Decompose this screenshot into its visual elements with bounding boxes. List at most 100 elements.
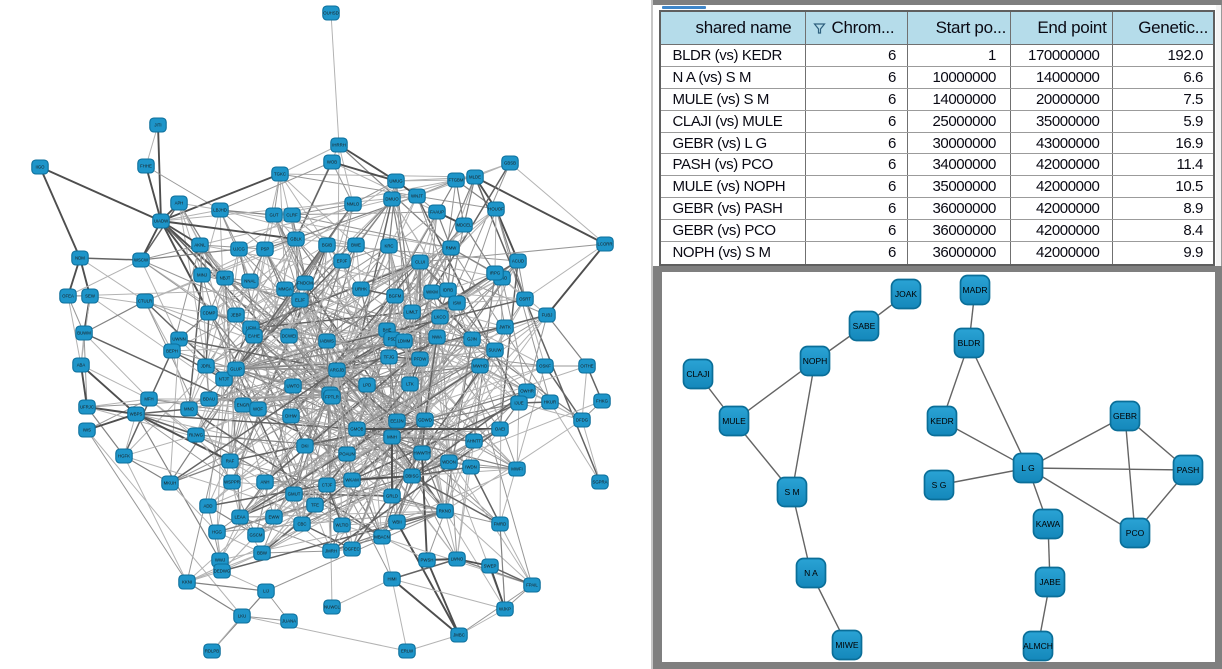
svg-text:NWA: NWA <box>432 335 442 340</box>
svg-text:HGFK: HGFK <box>118 454 130 459</box>
svg-text:SUUW: SUUW <box>488 348 502 353</box>
svg-text:IHRRH: IHRRH <box>332 143 346 148</box>
svg-text:IWS: IWS <box>83 428 91 433</box>
svg-text:WBPS: WBPS <box>130 412 143 417</box>
svg-text:LIMLT: LIMLT <box>406 310 418 315</box>
svg-text:DIHW: DIHW <box>285 414 297 419</box>
svg-text:WJKP: WJKP <box>499 607 511 612</box>
svg-text:EPJF: EPJF <box>337 259 348 264</box>
svg-text:ERLW: ERLW <box>401 649 414 654</box>
svg-text:JDRL: JDRL <box>201 364 212 369</box>
svg-text:CTJF: CTJF <box>322 483 333 488</box>
svg-text:ARGJB: ARGJB <box>330 368 344 373</box>
svg-text:RIJWG: RIJWG <box>189 433 204 438</box>
svg-text:KEDR: KEDR <box>930 416 954 426</box>
svg-text:WSPPR: WSPPR <box>224 480 240 485</box>
svg-text:DMUO: DMUO <box>385 197 399 202</box>
svg-text:LKCO: LKCO <box>434 315 446 320</box>
svg-text:LWNO: LWNO <box>451 557 464 562</box>
svg-text:HGG: HGG <box>212 530 222 535</box>
svg-text:MADR: MADR <box>962 285 987 295</box>
svg-text:FPTLR: FPTLR <box>325 395 339 400</box>
svg-text:NMLO: NMLO <box>347 202 360 207</box>
svg-text:BGIB: BGIB <box>322 243 332 248</box>
svg-text:UWTO: UWTO <box>286 384 300 389</box>
svg-text:HIMI: HIMI <box>387 577 396 582</box>
svg-text:GEBR: GEBR <box>1113 411 1137 421</box>
svg-text:MWHO: MWHO <box>473 364 488 369</box>
svg-text:LCORR: LCORR <box>597 242 612 247</box>
svg-text:ALMCH: ALMCH <box>1023 641 1053 651</box>
svg-text:POAUN: POAUN <box>339 452 354 457</box>
svg-text:WNJT: WNJT <box>411 194 423 199</box>
svg-text:UFRJC: UFRJC <box>80 405 94 410</box>
svg-text:DKI: DKI <box>301 444 308 449</box>
svg-text:AKNL: AKNL <box>194 243 206 248</box>
svg-text:BBW: BBW <box>257 551 268 556</box>
svg-text:GMUT: GMUT <box>288 492 301 497</box>
svg-text:JOAK: JOAK <box>895 289 918 299</box>
svg-text:OSKF: OSKF <box>539 364 551 369</box>
svg-text:IDRB: IDRB <box>443 288 453 293</box>
svg-text:MINJ: MINJ <box>197 273 207 278</box>
svg-text:HOUOF: HOUOF <box>488 207 504 212</box>
svg-text:ENGR: ENGR <box>237 403 249 408</box>
svg-text:CLRF: CLRF <box>286 213 298 218</box>
svg-text:OITHE: OITHE <box>580 364 593 369</box>
svg-text:WSCW: WSCW <box>134 258 149 263</box>
svg-text:MWFI: MWFI <box>511 467 522 472</box>
svg-text:URHK: URHK <box>355 287 367 292</box>
svg-text:LPD: LPD <box>363 383 371 388</box>
svg-text:MLDE: MLDE <box>469 175 481 180</box>
svg-text:IWDN: IWDN <box>465 465 476 470</box>
svg-text:LEAA: LEAA <box>235 515 246 520</box>
svg-text:JWTK: JWTK <box>499 325 511 330</box>
svg-text:DCWEI: DCWEI <box>282 334 296 339</box>
svg-text:ISW: ISW <box>453 301 462 306</box>
svg-text:SEW: SEW <box>85 294 96 299</box>
svg-text:S G: S G <box>932 480 947 490</box>
svg-text:NUWCL: NUWCL <box>324 605 340 610</box>
svg-text:S M: S M <box>784 487 799 497</box>
svg-text:IIGO: IIGO <box>35 165 45 170</box>
svg-text:WKAM: WKAM <box>345 478 359 483</box>
svg-text:OUHSD: OUHSD <box>323 11 339 16</box>
svg-text:RKNO: RKNO <box>439 509 452 514</box>
svg-text:FPAIL: FPAIL <box>526 583 538 588</box>
svg-text:FHKG: FHKG <box>596 399 609 404</box>
svg-text:RMW: RMW <box>446 246 458 251</box>
svg-text:WOB: WOB <box>327 160 337 165</box>
svg-text:NDM: NDM <box>75 256 85 261</box>
svg-text:FAAUP: FAAUP <box>430 210 444 215</box>
svg-text:DEDWG: DEDWG <box>214 569 231 574</box>
svg-text:EWW: EWW <box>269 515 281 520</box>
svg-text:DFDG: DFDG <box>576 418 589 423</box>
svg-text:BUWM: BUWM <box>77 331 91 336</box>
svg-text:JMRH: JMRH <box>325 549 337 554</box>
svg-text:IJUE: IJUE <box>514 401 523 406</box>
svg-text:UWNN: UWNN <box>172 337 185 342</box>
svg-text:GUT: GUT <box>269 213 278 218</box>
svg-text:GBLK: GBLK <box>290 237 302 242</box>
svg-text:BDAU: BDAU <box>203 397 215 402</box>
svg-text:PSP: PSP <box>261 247 270 252</box>
svg-text:ADD: ADD <box>203 504 212 509</box>
svg-text:FHHE: FHHE <box>140 164 152 169</box>
svg-text:MFH: MFH <box>144 397 153 402</box>
svg-text:BLDR: BLDR <box>958 338 981 348</box>
svg-text:JMBC: JMBC <box>453 633 465 638</box>
svg-text:WIKM: WIKM <box>426 290 438 295</box>
svg-text:CTULR: CTULR <box>138 299 152 304</box>
svg-text:GSCM: GSCM <box>250 533 263 538</box>
svg-text:WLTID: WLTID <box>335 523 348 528</box>
svg-text:NOPH: NOPH <box>803 356 828 366</box>
svg-text:GMOB: GMOB <box>350 427 363 432</box>
svg-text:ELJF: ELJF <box>295 298 305 303</box>
svg-text:SGPRA: SGPRA <box>592 480 607 485</box>
svg-text:OSRT: OSRT <box>519 297 531 302</box>
svg-text:OWHR: OWHR <box>520 389 534 394</box>
svg-text:ACUD: ACUD <box>512 259 524 264</box>
svg-text:FUBJ: FUBJ <box>542 313 553 318</box>
svg-text:N A: N A <box>804 568 818 578</box>
svg-text:FTGBM: FTGBM <box>448 178 463 183</box>
